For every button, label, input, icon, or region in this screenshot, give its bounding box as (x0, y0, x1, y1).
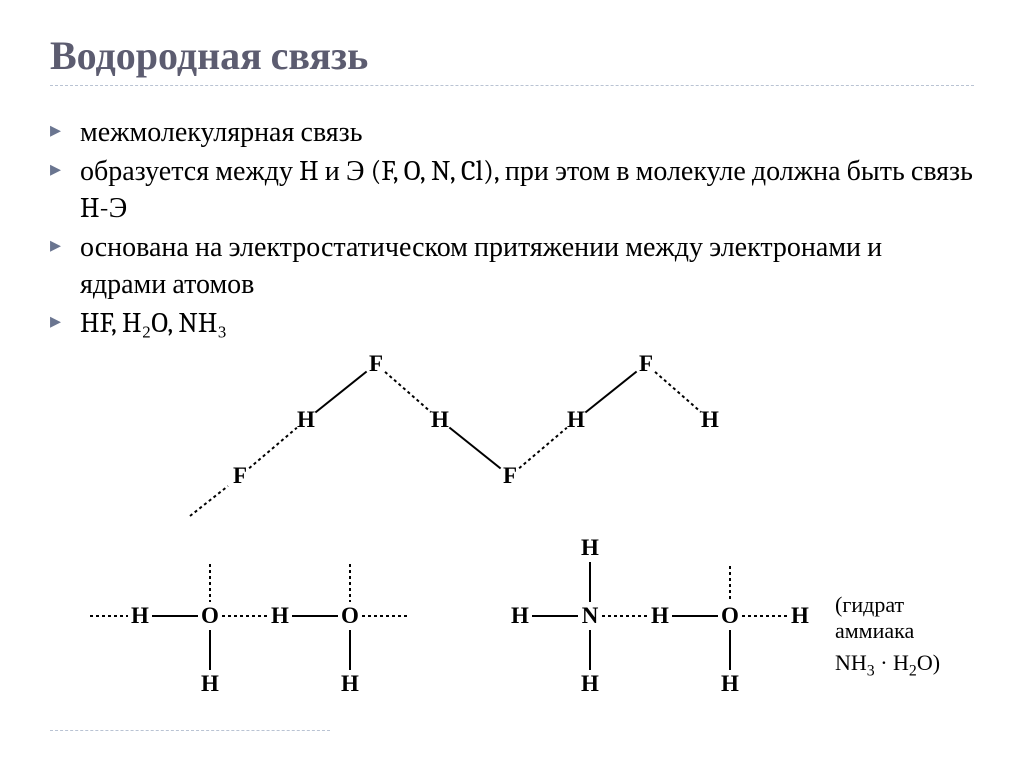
hydrogen-atom: H (511, 603, 529, 629)
ammonia-hydrate-annotation: (гидрат аммиака NH3 · H2O) (835, 592, 974, 680)
hydrogen-atom: H (721, 671, 739, 697)
fluorine-atom: F (369, 351, 383, 377)
bullet-item: межмолекулярная связь (50, 114, 974, 151)
hydrogen-atom: H (581, 671, 599, 697)
hydrogen-atom: H (201, 671, 219, 697)
hydrogen-atom: H (651, 603, 669, 629)
fluorine-atom: F (639, 351, 653, 377)
hydrogen-atom: H (341, 671, 359, 697)
fluorine-atom: F (503, 463, 517, 489)
page-title: Водородная связь (50, 32, 974, 79)
nitrogen-atom: N (582, 603, 599, 629)
hydrogen-atom: H (701, 407, 719, 433)
bullet-item: образуется между H и Э (F, O, N, Cl), пр… (50, 153, 974, 227)
oxygen-atom: O (721, 603, 739, 629)
fluorine-atom: F (233, 463, 247, 489)
oxygen-atom: O (201, 603, 219, 629)
oxygen-atom: O (341, 603, 359, 629)
bullet-item: основана на электростатическом притяжени… (50, 229, 974, 303)
title-underline (50, 85, 974, 86)
hydrogen-atom: H (431, 407, 449, 433)
bullet-list: межмолекулярная связь образуется между H… (50, 114, 974, 342)
bottom-rule (50, 730, 330, 731)
hydrogen-atom: H (271, 603, 289, 629)
hydrogen-atom: H (567, 407, 585, 433)
hydrogen-atom: H (581, 535, 599, 561)
hydrogen-atom: H (791, 603, 809, 629)
annotation-formula: NH3 · H2O) (835, 650, 974, 680)
bullet-item: HF, H₂O, NH₃ (50, 305, 974, 342)
hydrogen-atom: H (297, 407, 315, 433)
diagram-area: F H F H F H F H H O H O H H H N H O H H H H (гидрат аммиака NH3… (50, 344, 974, 724)
annotation-label: (гидрат аммиака (835, 592, 974, 644)
hydrogen-atom: H (131, 603, 149, 629)
